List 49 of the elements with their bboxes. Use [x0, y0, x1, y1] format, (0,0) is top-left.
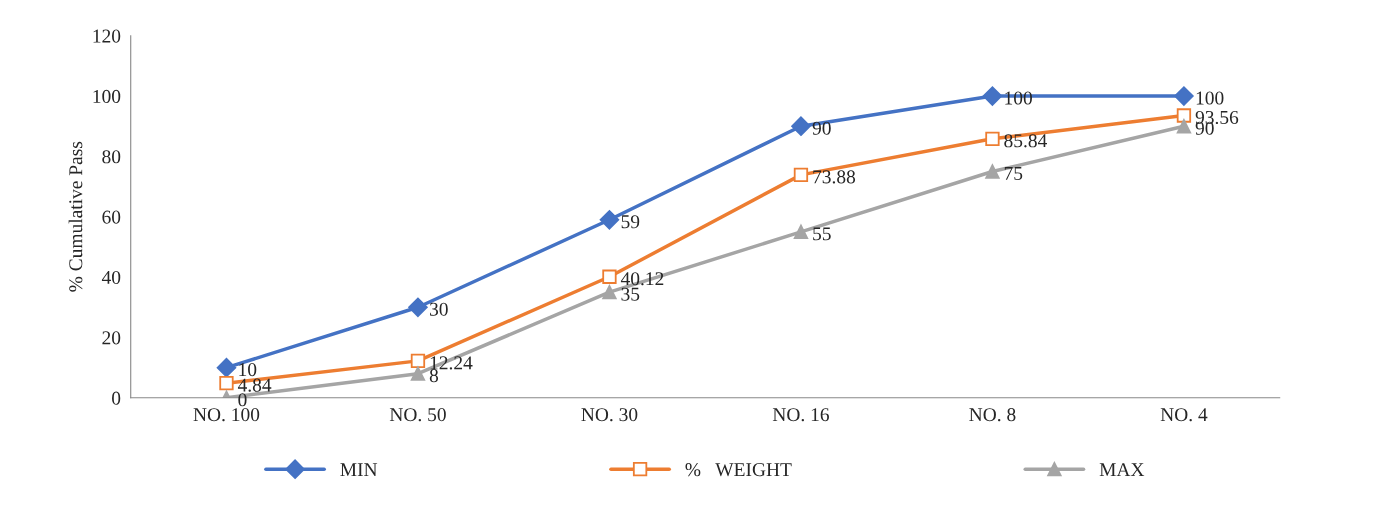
y-tick-label: 120: [93, 29, 121, 43]
data-label: 59: [621, 215, 640, 229]
point: [602, 285, 617, 300]
point: [410, 366, 426, 381]
y-tick-label: 100: [93, 89, 121, 103]
data-label: 4.84: [237, 378, 272, 392]
point: [1174, 86, 1194, 106]
data-label: 55: [813, 227, 831, 241]
point: [793, 224, 809, 239]
data-label: 85.84: [1004, 134, 1047, 148]
data-label: 10: [239, 363, 257, 377]
y-tick-label: 40: [101, 270, 121, 285]
data-label: 35: [621, 287, 640, 301]
point: [408, 297, 428, 318]
point: [216, 357, 237, 378]
x-tick-label: NO. 30: [581, 408, 638, 422]
point: [793, 167, 809, 183]
data-label: 30: [430, 302, 448, 316]
point: [602, 269, 617, 284]
data-label: 90: [812, 121, 831, 135]
y-tick-label: 20: [102, 331, 121, 345]
y-tick-label: 60: [102, 210, 121, 224]
x-tick-label: NO. 100: [193, 408, 260, 422]
point: [219, 376, 234, 391]
x-tick-label: NO. 50: [389, 408, 446, 422]
point: [1176, 108, 1192, 123]
data-label: 8: [429, 369, 439, 383]
data-label: 73.88: [813, 170, 856, 184]
x-tick-label: NO. 4: [1160, 408, 1208, 422]
x-tick-label: NO. 8: [969, 408, 1016, 422]
point: [1176, 119, 1192, 134]
data-label: 0: [238, 393, 247, 407]
point: [410, 353, 426, 369]
y-tick-label: 80: [102, 150, 121, 164]
y-tick-label: 0: [112, 391, 121, 405]
point: [985, 164, 1000, 179]
y-axis-title: % Cumulative Pass: [68, 141, 83, 292]
data-label: 40.12: [620, 272, 664, 286]
data-label: 12.24: [430, 356, 473, 370]
point: [985, 131, 1000, 146]
legend-label: MIN: [340, 463, 378, 476]
data-label: 100: [1196, 91, 1224, 105]
point: [599, 210, 620, 230]
point: [982, 86, 1003, 106]
x-tick-label: NO. 16: [772, 408, 829, 422]
data-label: 75: [1004, 167, 1023, 181]
point: [791, 116, 811, 136]
legend-label: MAX: [1099, 463, 1145, 476]
legend-label: % WEIGHT: [685, 463, 792, 477]
